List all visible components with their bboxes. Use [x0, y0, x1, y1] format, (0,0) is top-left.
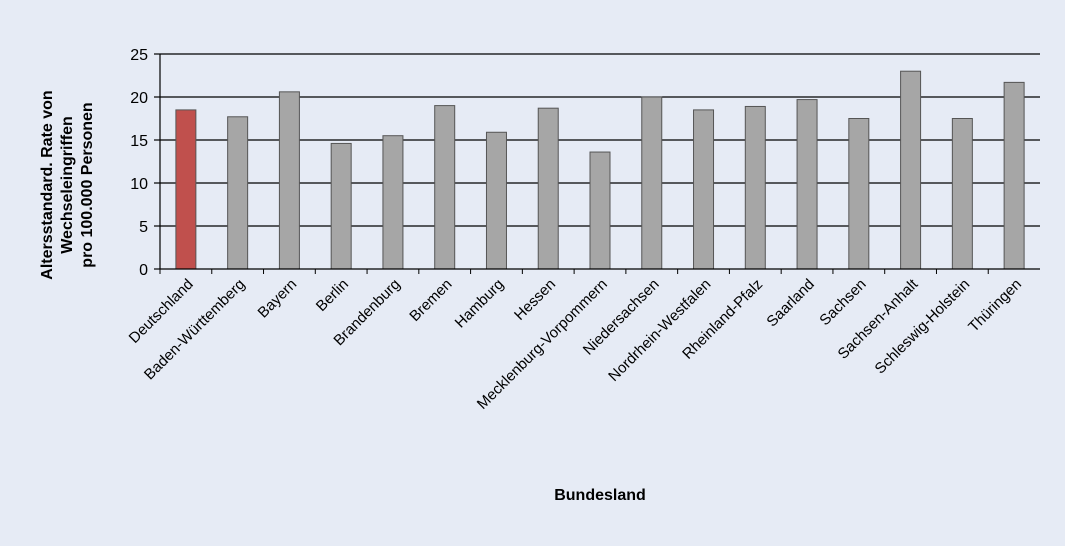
y-axis-title-line-3: pro 100.000 Personen: [79, 102, 96, 267]
x-category-label: Saarland: [763, 276, 817, 330]
bar: [485, 131, 507, 270]
y-tick-label: 5: [139, 219, 148, 236]
bar: [900, 70, 922, 270]
bar: [641, 96, 663, 270]
bar: [537, 107, 559, 270]
bars: [175, 70, 1025, 270]
axes: [159, 54, 1040, 270]
x-category-label: Baden-Württemberg: [141, 276, 249, 384]
bar: [227, 116, 249, 270]
x-category-label: Hamburg: [452, 276, 508, 332]
x-category-label: Bayern: [255, 276, 301, 322]
x-category-label: Bremen: [406, 276, 455, 325]
y-tick-label: 10: [130, 176, 148, 193]
x-category-label: Berlin: [313, 276, 352, 315]
x-category-label: Hessen: [511, 276, 559, 324]
bar: [848, 118, 870, 270]
bar: [744, 105, 766, 270]
y-axis-title-line-1: Altersstandard. Rate von: [39, 90, 56, 279]
bar: [175, 109, 197, 270]
bar: [382, 135, 404, 270]
bar: [951, 118, 973, 270]
y-axis-title-line-2: Wechseleingriffen: [59, 116, 76, 254]
y-tick-label: 15: [130, 133, 148, 150]
x-category-label: Sachsen: [816, 276, 869, 329]
bar: [796, 99, 818, 270]
grid-lines: [160, 53, 1040, 227]
y-tick-label: 25: [130, 47, 148, 64]
y-tick-label: 0: [139, 262, 148, 279]
bar: [278, 91, 300, 270]
x-category-label: Nordrhein-Westfalen: [605, 276, 714, 385]
bar: [589, 151, 611, 270]
x-category-label: Schleswig-Holstein: [872, 276, 974, 378]
bar: [693, 109, 715, 270]
x-category-label: Thüringen: [965, 276, 1025, 336]
bar: [1003, 81, 1025, 270]
y-axis-title: Altersstandard. Rate von Wechseleingriff…: [39, 90, 96, 279]
bar: [434, 105, 456, 270]
bar: [330, 142, 352, 270]
x-axis-title: Bundesland: [554, 487, 646, 504]
y-tick-label: 20: [130, 90, 148, 107]
y-axis-ticks: 0 5 10 15 20 25: [130, 47, 160, 279]
